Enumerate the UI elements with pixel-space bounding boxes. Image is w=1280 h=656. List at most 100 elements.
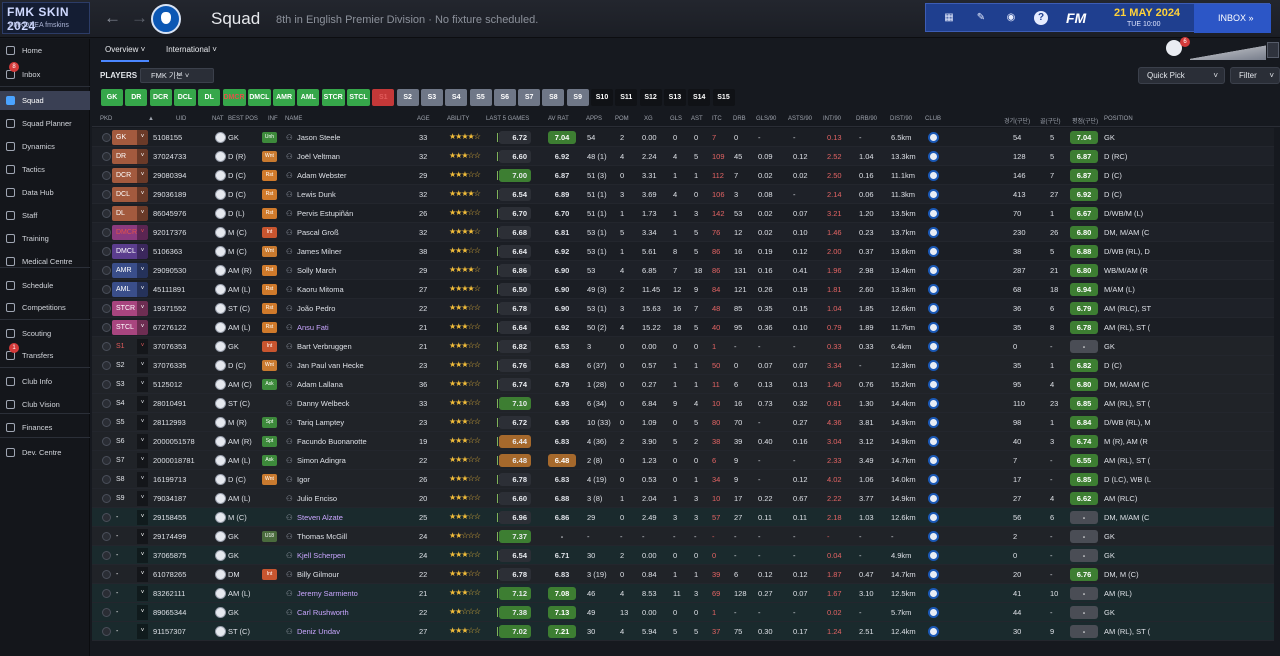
calendar-icon[interactable]: ▦: [944, 12, 954, 23]
chevron-down-icon[interactable]: ˅: [137, 567, 148, 582]
sidebar-item-inbox[interactable]: 8 Inbox: [0, 62, 90, 84]
table-row[interactable]: S2 ˅ 37076335 D (C) Wnt ⚇ Jan Paul van Hecke 23…: [92, 356, 1274, 375]
position-button-s10[interactable]: S10: [591, 89, 613, 106]
chevron-down-icon[interactable]: ˅: [137, 434, 148, 449]
club-crest-icon[interactable]: [928, 398, 939, 409]
chevron-down-icon[interactable]: ˅: [137, 605, 148, 620]
table-row[interactable]: DMCR ˅ 92017376 M (C) Int ⚇ Pascal Groß 32 ★★★★☆…: [92, 223, 1274, 242]
chevron-down-icon[interactable]: ˅: [137, 301, 148, 316]
position-button-s14[interactable]: S14: [688, 89, 711, 106]
col-gls90[interactable]: GLS/90: [756, 116, 777, 122]
club-crest-icon[interactable]: [928, 626, 939, 637]
pkd-toggle[interactable]: [102, 551, 111, 560]
pkd-toggle[interactable]: [102, 513, 111, 522]
sidebar-item-competitions[interactable]: Competitions: [0, 298, 90, 317]
pkd-toggle[interactable]: [102, 475, 111, 484]
position-pill[interactable]: - ˅: [112, 624, 148, 639]
fm-logo[interactable]: FM: [1066, 10, 1087, 26]
position-button-dl[interactable]: DL: [198, 89, 221, 106]
club-crest-icon[interactable]: [928, 322, 939, 333]
sidebar-item-squad[interactable]: Squad: [0, 91, 90, 110]
chevron-down-icon[interactable]: ˅: [137, 586, 148, 601]
position-pill[interactable]: AML ˅: [112, 282, 148, 297]
chevron-down-icon[interactable]: ˅: [137, 415, 148, 430]
position-button-s13[interactable]: S13: [663, 89, 686, 106]
back-arrow-icon[interactable]: ←: [104, 8, 121, 27]
position-button-s6[interactable]: S6: [493, 89, 516, 106]
sidebar-item-training[interactable]: Training: [0, 229, 90, 248]
club-crest-icon[interactable]: [928, 436, 939, 447]
position-button-s4[interactable]: S4: [445, 89, 468, 106]
sidebar-item-club-vision[interactable]: Club Vision: [0, 395, 90, 414]
sidebar-item-finances[interactable]: Finances: [0, 418, 90, 437]
pkd-toggle[interactable]: [102, 133, 111, 142]
help-icon[interactable]: ?: [1034, 11, 1048, 25]
club-crest-icon[interactable]: [928, 588, 939, 599]
col-xg[interactable]: XG: [644, 116, 653, 122]
table-row[interactable]: DR ˅ 37024733 D (R) Wnt ⚇ Joël Veltman 32 ★★★☆☆ 6…: [92, 147, 1274, 166]
chevron-down-icon[interactable]: ˅: [137, 510, 148, 525]
manager-avatar[interactable]: [1166, 40, 1182, 56]
col-drb90[interactable]: DRB/90: [856, 116, 878, 122]
chevron-down-icon[interactable]: ˅: [137, 282, 148, 297]
pkd-toggle[interactable]: [102, 323, 111, 332]
table-row[interactable]: GK ˅ 5108155 GK Unh ⚇ Jason Steele 33 ★★★★☆ 6.72 7…: [92, 128, 1274, 147]
chevron-down-icon[interactable]: ˅: [137, 358, 148, 373]
edit-icon[interactable]: ✎: [976, 12, 986, 23]
col-drb[interactable]: DRB: [733, 116, 746, 122]
position-pill[interactable]: - ˅: [112, 567, 148, 582]
position-pill[interactable]: S9 ˅: [112, 491, 148, 506]
club-crest-icon[interactable]: [928, 569, 939, 580]
chevron-down-icon[interactable]: ˅: [137, 206, 148, 221]
pkd-toggle[interactable]: [102, 342, 111, 351]
club-crest-icon[interactable]: [928, 474, 939, 485]
inbox-button[interactable]: INBOX »: [1194, 4, 1271, 33]
table-row[interactable]: S3 ˅ 5125012 AM (C) Ask ⚇ Adam Lallana 36 ★★★☆☆ 6…: [92, 375, 1274, 394]
table-row[interactable]: - ˅ 89065344 GK ⚇ Carl Rushworth 22 ★★☆☆☆ 7.38 7.…: [92, 603, 1274, 622]
chevron-down-icon[interactable]: ˅: [137, 130, 148, 145]
table-row[interactable]: - ˅ 29158455 M (C) ⚇ Steven Alzate 25 ★★★☆☆ 6.96…: [92, 508, 1274, 527]
position-pill[interactable]: S1 ˅: [112, 339, 148, 354]
club-crest-icon[interactable]: [928, 360, 939, 371]
club-crest-icon[interactable]: [928, 284, 939, 295]
col-position[interactable]: POSITION: [1104, 116, 1133, 122]
pkd-toggle[interactable]: [102, 380, 111, 389]
position-button-s3[interactable]: S3: [420, 89, 443, 106]
table-row[interactable]: DCR ˅ 29080394 D (C) Rst ⚇ Adam Webster 29 ★★★☆☆…: [92, 166, 1274, 185]
position-button-dmcl[interactable]: DMCL: [247, 89, 271, 106]
col-pom[interactable]: POM: [615, 116, 629, 122]
pkd-toggle[interactable]: [102, 456, 111, 465]
chevron-down-icon[interactable]: ˅: [137, 377, 148, 392]
position-button-s7[interactable]: S7: [518, 89, 541, 106]
sidebar-item-staff[interactable]: Staff: [0, 206, 90, 225]
chevron-down-icon[interactable]: ˅: [137, 149, 148, 164]
chevron-down-icon[interactable]: ˅: [137, 548, 148, 563]
col-name[interactable]: NAME: [285, 116, 303, 122]
chevron-down-icon[interactable]: ˅: [137, 339, 148, 354]
pkd-toggle[interactable]: [102, 589, 111, 598]
filter-button[interactable]: Filter ˅: [1230, 67, 1280, 84]
sort-arrow-icon[interactable]: ▲: [148, 116, 154, 122]
col-apps[interactable]: APPS: [586, 116, 603, 122]
sidebar-item-scouting[interactable]: Scouting: [0, 324, 90, 343]
sidebar-item-squad-planner[interactable]: Squad Planner: [0, 114, 90, 133]
chevron-down-icon[interactable]: ˅: [137, 320, 148, 335]
position-pill[interactable]: DCL ˅: [112, 187, 148, 202]
col-nat[interactable]: NAT: [212, 116, 224, 122]
chevron-down-icon[interactable]: ˅: [137, 263, 148, 278]
position-button-dr[interactable]: DR: [125, 89, 148, 106]
pkd-toggle[interactable]: [102, 494, 111, 503]
panel-toggle-button[interactable]: [1267, 42, 1279, 58]
club-crest-icon[interactable]: [928, 208, 939, 219]
table-row[interactable]: S7 ˅ 2000018781 AM (L) Ask ⚇ Simon Adingra 22 ★★…: [92, 451, 1274, 470]
pkd-toggle[interactable]: [102, 171, 111, 180]
forward-arrow-icon[interactable]: →: [131, 8, 148, 27]
col-ability[interactable]: ABILITY: [447, 116, 470, 122]
position-pill[interactable]: S2 ˅: [112, 358, 148, 373]
chevron-down-icon[interactable]: ˅: [137, 244, 148, 259]
table-row[interactable]: S1 ˅ 37076353 GK Int ⚇ Bart Verbruggen 21 ★★★☆☆ 6…: [92, 337, 1274, 356]
sidebar-item-schedule[interactable]: Schedule: [0, 276, 90, 295]
pkd-toggle[interactable]: [102, 627, 111, 636]
club-crest-icon[interactable]: [151, 4, 181, 34]
pkd-toggle[interactable]: [102, 304, 111, 313]
